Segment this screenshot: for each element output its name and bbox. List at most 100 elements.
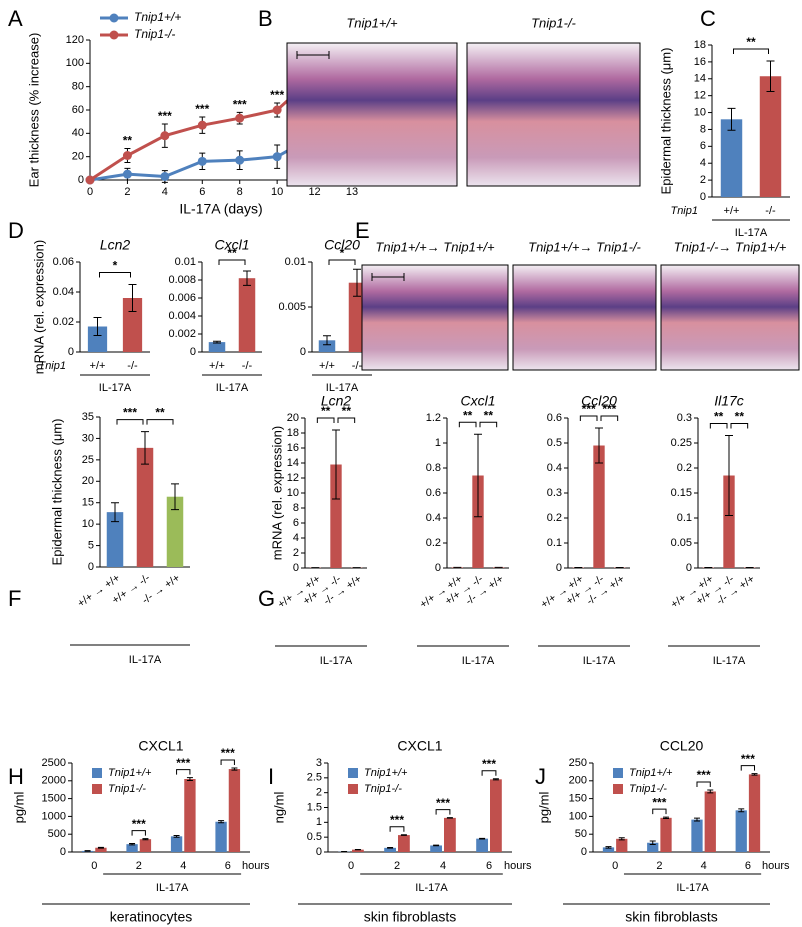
y-tick-label: 100	[66, 57, 84, 69]
y-tick-label: 0.02	[53, 316, 74, 328]
group-label: IL-17A	[99, 382, 132, 394]
y-tick-label: 4	[293, 532, 299, 544]
y-tick-label: 0.01	[175, 256, 196, 268]
y-tick-label: 0.002	[168, 328, 196, 340]
error-bar	[400, 834, 407, 836]
point	[122, 169, 132, 179]
y-tick-label: 2.5	[307, 772, 322, 784]
y-tick-label: 0.2	[677, 462, 692, 474]
point	[160, 172, 170, 181]
group-label: IL-17A	[415, 882, 448, 894]
bracket	[740, 765, 756, 771]
y-tick-label: 0	[435, 562, 441, 574]
legend-label: Tnip1-/-	[108, 783, 146, 795]
y-tick-label: 20	[287, 412, 299, 424]
x-tick-label: -/-	[352, 360, 363, 372]
point	[160, 131, 170, 141]
bracket	[458, 421, 477, 428]
error-bar	[231, 767, 238, 771]
bar	[602, 847, 615, 852]
bracket	[579, 415, 598, 421]
bar	[593, 445, 605, 568]
y-tick-label: 0.008	[168, 274, 196, 286]
group-label: IL-17A	[129, 654, 162, 666]
y-tick-label: 2	[316, 787, 322, 799]
bracket	[337, 417, 356, 423]
group-label: IL-17A	[713, 655, 746, 667]
y-tick-label: 0.25	[671, 437, 692, 449]
y-tick-label: 0.004	[168, 310, 196, 322]
bar	[735, 810, 747, 852]
y-tick-label: 80	[72, 81, 84, 93]
y-tick-label: 0.06	[53, 256, 74, 268]
bracket	[176, 769, 191, 775]
y-tick-label: 10	[82, 518, 94, 530]
error-bar	[707, 789, 714, 794]
y-tick-label: 200	[569, 775, 587, 787]
x-tick-label: 4	[180, 860, 186, 872]
y-tick-label: 2500	[42, 757, 66, 769]
error-bar	[766, 60, 775, 92]
y-tick-label: 10	[287, 487, 299, 499]
histology-image	[466, 42, 641, 187]
significance: ***	[741, 752, 755, 766]
bar	[330, 464, 342, 568]
x-tick-label: -/-	[765, 205, 776, 217]
y-axis-label: ng/ml	[271, 791, 286, 823]
x-tick-label: 6	[745, 860, 751, 872]
x-unit: hours	[242, 860, 270, 872]
error-bar	[738, 808, 745, 813]
error-bar	[332, 429, 340, 500]
bar	[348, 282, 366, 352]
chart-title: CXCL1	[397, 738, 442, 754]
group-label: IL-17A	[326, 382, 359, 394]
x-tick-label: 6	[199, 186, 205, 198]
y-tick-label: 8	[700, 123, 706, 135]
row-label: Tnip1	[38, 360, 66, 372]
y-tick-label: 30	[82, 432, 94, 444]
legend-marker	[109, 30, 119, 40]
histology-image	[512, 264, 657, 371]
chart-title: Il17c	[714, 393, 744, 409]
bracket	[389, 826, 405, 832]
y-tick-label: 4	[700, 157, 706, 169]
significance: ***	[158, 109, 172, 123]
y-tick-label: 50	[575, 828, 587, 840]
y-tick-label: 14	[287, 457, 299, 469]
y-tick-label: 0.05	[671, 537, 692, 549]
x-tick-label: +/+	[209, 360, 225, 372]
y-axis-label: pg/ml	[536, 791, 551, 823]
significance: **	[321, 404, 331, 418]
significance: ***	[390, 813, 404, 827]
legend-swatch	[613, 784, 623, 794]
legend-swatch	[92, 784, 102, 794]
bracket	[218, 259, 246, 265]
y-tick-label: 500	[48, 828, 66, 840]
bar	[87, 326, 108, 352]
scale-bar	[371, 273, 405, 281]
y-tick-label: 0	[316, 846, 322, 858]
y-tick-label: 20	[72, 151, 84, 163]
error-bar	[128, 284, 137, 312]
panel-letter: J	[535, 764, 546, 789]
legend-marker	[109, 13, 119, 23]
panel-letter: B	[258, 6, 273, 31]
x-tick-label: +/+	[90, 360, 106, 372]
y-axis-label: mRNA (rel. expression)	[31, 240, 46, 374]
y-tick-label: 6	[700, 140, 706, 152]
significance: ***	[195, 102, 209, 116]
y-axis-label: mRNA (rel. expression)	[269, 426, 284, 560]
legend-label: Tnip1-/-	[629, 783, 667, 795]
point	[235, 155, 245, 165]
x-tick-label: 0	[91, 860, 97, 872]
significance: **	[342, 404, 352, 418]
y-tick-label: 2	[700, 174, 706, 186]
image-label: Tnip1+/+	[346, 15, 398, 30]
significance: ***	[652, 795, 666, 809]
significance: **	[735, 410, 745, 424]
chart-title: Cxcl1	[460, 393, 495, 409]
error-bar	[213, 340, 221, 344]
y-tick-label: 0.5	[307, 831, 322, 843]
error-bar	[605, 846, 612, 849]
